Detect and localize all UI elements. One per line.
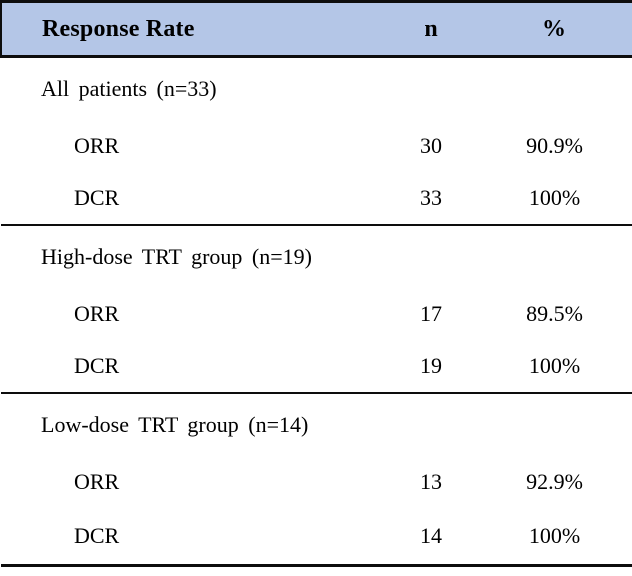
row-label: ORR (74, 469, 120, 494)
row-percent-value: 100% (476, 508, 632, 567)
section-title-text: Low-dose TRT group (n=14) (41, 412, 309, 437)
row-label: DCR (1, 340, 386, 394)
row-percent-value: 100% (476, 340, 632, 394)
table-header-row: Response Rate n % (0, 0, 632, 58)
row-label: DCR (1, 508, 386, 567)
table-row-all-dcr: DCR 33 100% (1, 172, 632, 226)
row-n-value: 13 (420, 469, 442, 494)
row-percent-value: 92.9% (526, 469, 583, 494)
row-label: DCR (1, 172, 386, 226)
section-title-low-dose: Low-dose TRT group (n=14) (1, 393, 632, 456)
section-title-high-dose: High-dose TRT group (n=19) (1, 225, 632, 288)
row-label: ORR (74, 301, 120, 326)
row-n-value: 30 (420, 133, 442, 158)
row-percent-value: 89.5% (526, 301, 583, 326)
row-n-value: 19 (386, 340, 476, 394)
table-row-low-dcr: DCR 14 100% (1, 508, 632, 567)
table-row-low-orr: ORR 13 92.9% (1, 456, 632, 508)
section-title-text: All patients (n=33) (41, 76, 217, 101)
row-percent-value: 100% (476, 172, 632, 226)
section-title-text: High-dose TRT group (n=19) (41, 244, 312, 269)
section-title-all-patients: All patients (n=33) (1, 57, 632, 121)
column-header-percent: % (476, 0, 632, 58)
table-row-all-orr: ORR 30 90.9% (1, 120, 632, 172)
row-n-value: 17 (420, 301, 442, 326)
row-n-value: 14 (386, 508, 476, 567)
table-row-high-orr: ORR 17 89.5% (1, 288, 632, 340)
row-percent-value: 90.9% (526, 133, 583, 158)
row-label: ORR (74, 133, 120, 158)
table-row-high-dcr: DCR 19 100% (1, 340, 632, 394)
column-header-n: n (386, 0, 476, 58)
column-header-response-rate: Response Rate (0, 0, 386, 58)
row-n-value: 33 (386, 172, 476, 226)
